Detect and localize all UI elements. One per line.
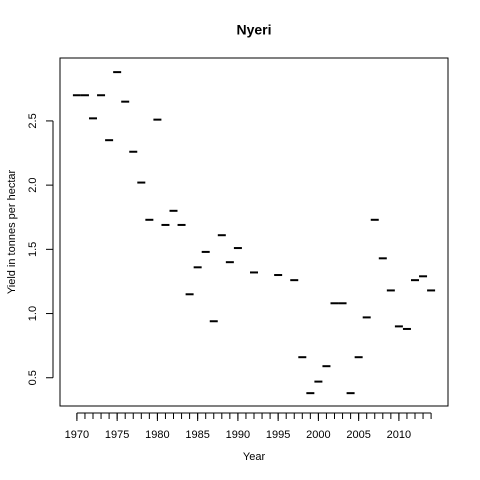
x-tick-label: 2010 bbox=[387, 429, 411, 441]
y-tick-label: 1.0 bbox=[27, 306, 39, 321]
y-axis-label: Yield in tonnes per hectar bbox=[6, 169, 18, 294]
x-tick-label: 1975 bbox=[105, 429, 129, 441]
x-tick-label: 1980 bbox=[145, 429, 169, 441]
x-tick-label: 1990 bbox=[226, 429, 250, 441]
y-tick-label: 1.5 bbox=[27, 242, 39, 257]
x-tick-label: 2000 bbox=[306, 429, 330, 441]
x-tick-label: 1985 bbox=[185, 429, 209, 441]
y-tick-label: 2.5 bbox=[27, 113, 39, 128]
y-tick-label: 2.0 bbox=[27, 177, 39, 192]
x-tick-label: 1970 bbox=[65, 429, 89, 441]
y-tick-label: 0.5 bbox=[27, 370, 39, 385]
chart-title: Nyeri bbox=[236, 22, 271, 38]
x-tick-label: 2005 bbox=[346, 429, 370, 441]
x-tick-label: 1995 bbox=[266, 429, 290, 441]
plot-frame bbox=[59, 57, 449, 407]
x-axis-label: Year bbox=[243, 451, 266, 463]
